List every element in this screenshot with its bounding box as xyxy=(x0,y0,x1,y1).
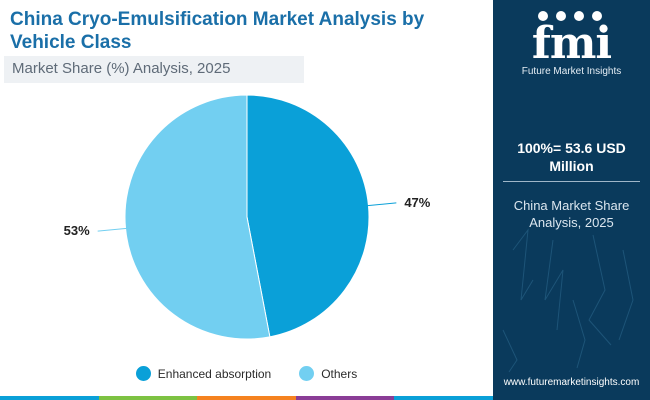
legend-item-enhanced-absorption: Enhanced absorption xyxy=(135,366,272,381)
subtitle-box: Market Share (%) Analysis, 2025 xyxy=(4,56,304,83)
legend-label-enhanced-absorption: Enhanced absorption xyxy=(157,366,272,381)
sidebar-divider xyxy=(503,181,640,182)
data-label-others: 53% xyxy=(64,223,90,238)
chart-subtitle: Market Share (%) Analysis, 2025 xyxy=(12,60,231,77)
region-label: China Market Share Analysis, 2025 xyxy=(513,198,630,230)
sidebar: fmi Future Market Insights 100%= 53.6 US… xyxy=(493,0,650,400)
background-lines xyxy=(502,228,634,373)
legend-item-others: Others xyxy=(299,366,357,381)
leader-line-others xyxy=(97,227,132,232)
logo-subtitle: Future Market Insights xyxy=(521,66,622,77)
chart-panel: China Cryo-Emulsification Market Analysi… xyxy=(0,9,493,400)
website-link[interactable]: www.futuremarketinsights.com xyxy=(503,377,640,388)
leader-line-enhanced-absorption xyxy=(362,202,397,207)
logo-icons xyxy=(538,11,602,21)
legend-swatch-enhanced-absorption xyxy=(135,366,151,381)
pie-chart: 47% 53% xyxy=(64,94,431,340)
pie-slice-enhanced-absorption xyxy=(246,94,370,338)
legend-label-others: Others xyxy=(321,366,358,381)
color-bar xyxy=(0,396,493,400)
chart-legend: Enhanced absorption Others xyxy=(0,366,493,381)
data-label-enhanced-absorption: 47% xyxy=(404,195,430,210)
chart-title: China Cryo-Emulsification Market Analysi… xyxy=(10,9,425,53)
market-total: 100%= 53.6 USD Million xyxy=(517,140,626,174)
legend-swatch-others xyxy=(299,366,315,381)
logo-text: fmi xyxy=(531,18,612,69)
